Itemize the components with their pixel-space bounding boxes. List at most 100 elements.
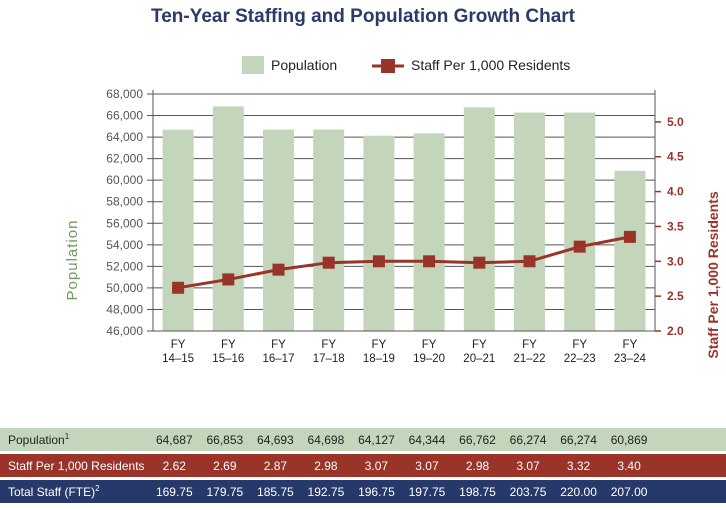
y2-tick-label: 4.5 xyxy=(667,150,684,164)
x-tick-label: 16–17 xyxy=(263,353,295,365)
legend-population-swatch xyxy=(242,56,264,74)
population-bar xyxy=(363,135,395,331)
combo-chart: Population Staff Per 1,000 Residents 46,… xyxy=(64,56,721,365)
staff-point xyxy=(423,255,436,268)
table-cell: 196.75 xyxy=(351,480,402,503)
x-tick-label: FY xyxy=(372,339,387,351)
footnote-marker: 2 xyxy=(95,484,100,493)
staff-point xyxy=(222,273,235,286)
table-cell: 3.07 xyxy=(351,454,402,477)
x-tick-label: FY xyxy=(422,339,437,351)
table-cell: 192.75 xyxy=(300,480,352,503)
x-tick-label: FY xyxy=(472,339,487,351)
population-bar xyxy=(514,112,545,332)
staff-point xyxy=(372,255,385,268)
table-cell: 64,344 xyxy=(401,428,453,451)
table-cell: 3.32 xyxy=(553,454,604,477)
footnote-marker: 1 xyxy=(64,432,70,441)
table-cell: 169.75 xyxy=(149,480,200,503)
table-cell: 220.00 xyxy=(553,480,604,503)
y-tick-label: 52,000 xyxy=(106,259,143,273)
population-bar xyxy=(212,106,244,331)
staff-point xyxy=(272,263,285,276)
legend-staff-label: Staff Per 1,000 Residents xyxy=(411,57,570,73)
x-tick-label: FY xyxy=(321,339,336,351)
staff-point xyxy=(623,230,636,243)
y-tick-label: 48,000 xyxy=(106,302,143,316)
chart-title: Ten-Year Staffing and Population Growth … xyxy=(151,6,575,27)
table-cell: 198.75 xyxy=(452,480,503,503)
y-tick-label: 56,000 xyxy=(106,216,143,230)
staff-point xyxy=(172,281,185,294)
staff-point xyxy=(523,255,536,268)
population-bar xyxy=(463,107,495,331)
axes xyxy=(147,90,661,332)
row-label: Staff Per 1,000 Residents xyxy=(0,454,150,477)
staff-line xyxy=(172,230,636,294)
y2-tick-label: 2.5 xyxy=(667,289,684,303)
y-tick-label: 66,000 xyxy=(106,109,143,123)
x-tick-label: 15–16 xyxy=(212,353,244,365)
y-tick-label: 58,000 xyxy=(106,195,143,209)
table-cell: 66,762 xyxy=(452,428,503,451)
table-cell: 207.00 xyxy=(603,480,655,503)
population-bar xyxy=(614,170,646,331)
table-cell: 179.75 xyxy=(199,480,251,503)
y2-tick-label: 5.0 xyxy=(667,115,684,129)
population-bar xyxy=(413,133,445,331)
y-tick-label: 54,000 xyxy=(106,238,143,252)
y2-tick-label: 3.5 xyxy=(667,219,684,233)
row-label: Total Staff (FTE)2 xyxy=(0,480,150,503)
data-table: Population1 64,687 66,853 64,693 64,698 64,12… xyxy=(0,425,726,506)
staff-series-line xyxy=(177,235,631,290)
table-cell: 203.75 xyxy=(502,480,554,503)
staff-point xyxy=(473,256,486,269)
population-bar xyxy=(263,129,294,331)
x-tick-label: 14–15 xyxy=(162,353,194,365)
row-label: Population1 xyxy=(0,428,150,451)
x-tick-label: FY xyxy=(522,339,537,351)
table-cell: 2.69 xyxy=(199,454,251,477)
table-cell: 2.62 xyxy=(149,454,200,477)
table-cell: 64,693 xyxy=(250,428,301,451)
x-tick-label: 19–20 xyxy=(413,353,445,365)
table-cell: 2.87 xyxy=(250,454,301,477)
y2-axis-label: Staff Per 1,000 Residents xyxy=(705,191,721,359)
y2-tick-label: 4.0 xyxy=(667,185,684,199)
y2-tick-label: 3.0 xyxy=(667,254,684,268)
table-cell: 66,274 xyxy=(553,428,604,451)
x-tick-label: FY xyxy=(623,339,638,351)
table-cell: 2.98 xyxy=(300,454,352,477)
table-row-pad xyxy=(654,454,726,477)
x-tick-label: 17–18 xyxy=(313,353,345,365)
table-cell: 64,127 xyxy=(351,428,402,451)
table-cell: 66,274 xyxy=(502,428,554,451)
table-cell: 66,853 xyxy=(199,428,251,451)
table-cell: 3.40 xyxy=(603,454,655,477)
x-tick-label: 23–24 xyxy=(614,353,647,365)
y-tick-label: 68,000 xyxy=(106,87,143,101)
table-cell: 60,869 xyxy=(603,428,655,451)
y2-tick-label: 2.0 xyxy=(667,324,684,338)
table-cell: 64,687 xyxy=(149,428,200,451)
y-tick-label: 46,000 xyxy=(106,324,143,338)
population-bar xyxy=(162,129,194,331)
y-tick-label: 62,000 xyxy=(106,152,143,166)
x-tick-label: FY xyxy=(221,339,236,351)
x-tick-label: 22–23 xyxy=(564,353,596,365)
table-row-pad xyxy=(654,428,726,451)
staff-point xyxy=(573,240,586,253)
legend-staff-marker xyxy=(381,59,395,73)
table-row: Staff Per 1,000 Residents 2.62 2.69 2.87 2.9… xyxy=(0,454,726,477)
population-bar xyxy=(564,112,596,332)
legend: Population Staff Per 1,000 Residents xyxy=(242,56,570,74)
table-cell: 3.07 xyxy=(502,454,554,477)
y-tick-label: 64,000 xyxy=(106,130,143,144)
table-row: Total Staff (FTE)2 169.75 179.75 185.75 192.… xyxy=(0,480,726,503)
table-cell: 2.98 xyxy=(452,454,503,477)
x-tick-label: FY xyxy=(572,339,587,351)
table-cell: 185.75 xyxy=(250,480,301,503)
table-cell: 197.75 xyxy=(401,480,453,503)
legend-population-label: Population xyxy=(271,57,337,73)
population-bars xyxy=(162,106,646,332)
